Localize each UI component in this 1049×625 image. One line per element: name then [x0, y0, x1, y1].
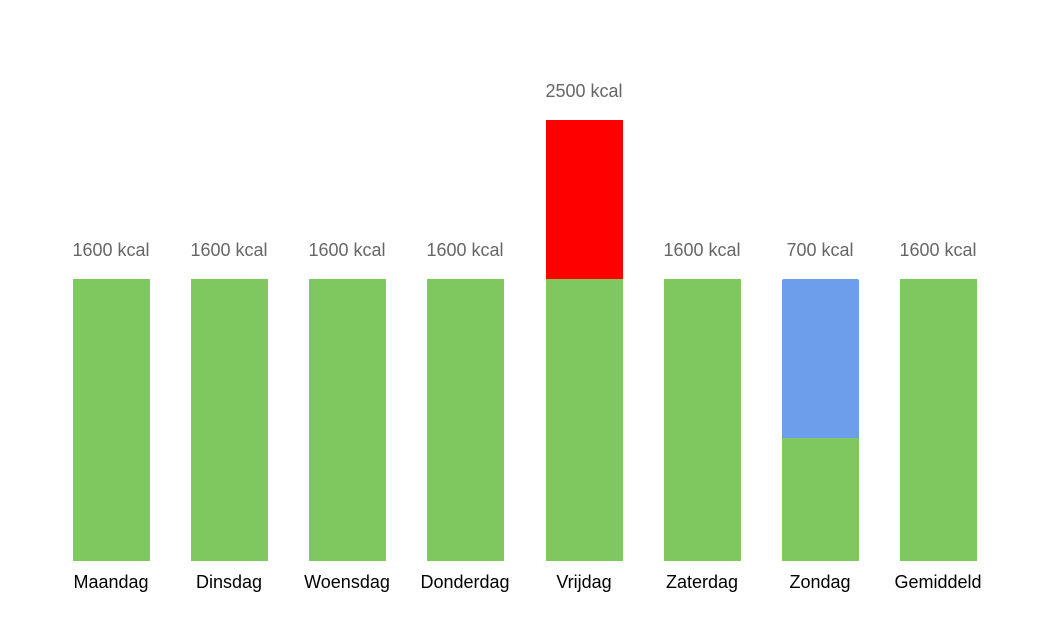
bar-group-zaterdag: 1600 kcal Zaterdag [643, 0, 761, 625]
category-label: Donderdag [420, 572, 510, 592]
bar-group-dinsdag: 1600 kcal Dinsdag [170, 0, 288, 625]
bar-base [781, 438, 859, 561]
category-label: Maandag [73, 572, 149, 592]
bar-group-donderdag: 1600 kcal Donderdag [406, 0, 524, 625]
bar-base [899, 279, 977, 561]
bar-group-gemiddeld: 1600 kcal Gemiddeld [879, 0, 997, 625]
category-label: Dinsdag [195, 572, 263, 592]
bar-base [190, 279, 268, 561]
value-label: 1600 kcal [72, 240, 150, 260]
category-label: Gemiddeld [894, 572, 982, 592]
value-label: 2500 kcal [545, 81, 623, 101]
value-label: 1600 kcal [663, 240, 741, 260]
bar-group-zondag: 700 kcal Zondag [761, 0, 879, 625]
bar-base [308, 279, 386, 561]
category-label: Vrijdag [556, 572, 612, 592]
bar-excess [545, 120, 623, 279]
value-label: 1600 kcal [308, 240, 386, 260]
category-label: Zondag [789, 572, 851, 592]
bar-base [72, 279, 150, 561]
bar-base [545, 279, 623, 561]
category-label: Woensdag [304, 572, 390, 592]
bar-deficit [781, 279, 859, 438]
bar-base [663, 279, 741, 561]
value-label: 1600 kcal [426, 240, 504, 260]
value-label: 700 kcal [786, 240, 854, 260]
bar-base [426, 279, 504, 561]
value-label: 1600 kcal [899, 240, 977, 260]
category-label: Zaterdag [665, 572, 739, 592]
bar-group-woensdag: 1600 kcal Woensdag [288, 0, 406, 625]
bar-group-maandag: 1600 kcal Maandag [52, 0, 170, 625]
bar-group-vrijdag: 2500 kcal Vrijdag [525, 0, 643, 625]
value-label: 1600 kcal [190, 240, 268, 260]
